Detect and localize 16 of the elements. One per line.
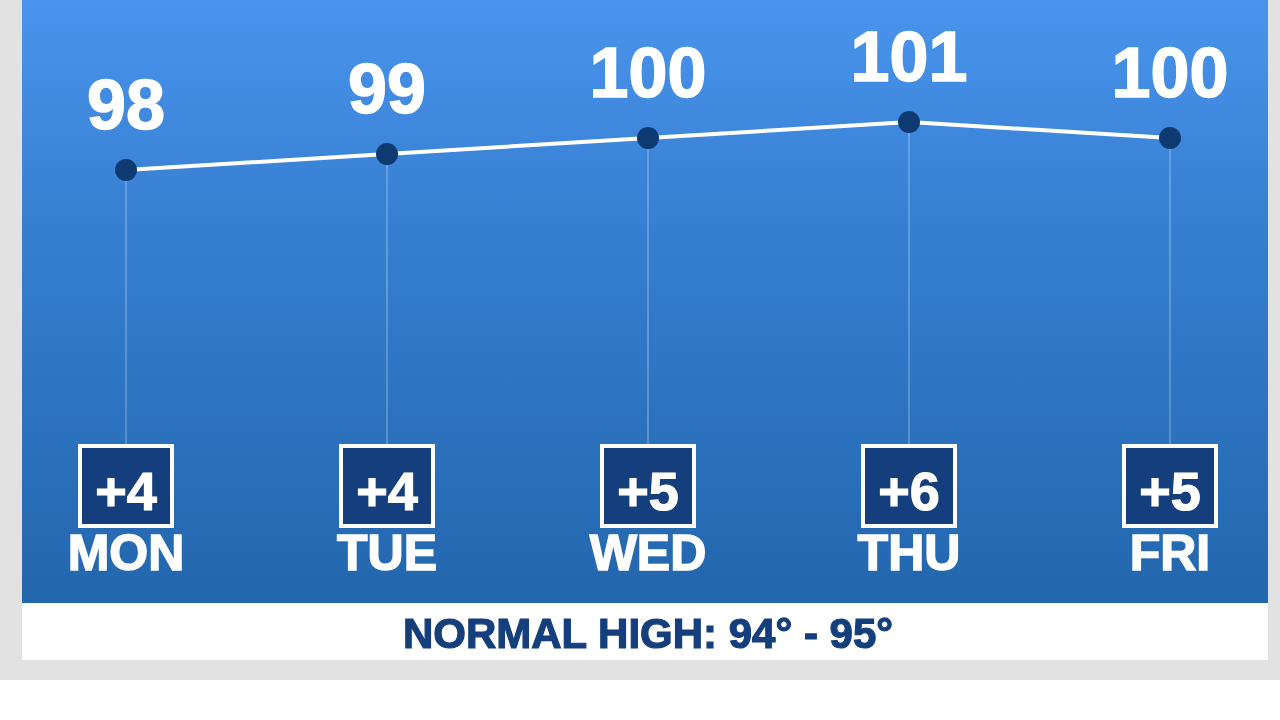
data-label: 101 <box>850 18 968 96</box>
text: +4 <box>95 461 157 521</box>
x-tick-label: MON <box>67 525 185 581</box>
text: +4 <box>356 461 418 521</box>
text: +6 <box>878 461 940 521</box>
x-tick-label: FRI <box>1129 525 1211 581</box>
x-tick-label: WED <box>589 525 707 581</box>
data-label: 98 <box>87 66 165 144</box>
data-label: 100 <box>1111 34 1229 112</box>
x-tick-label: THU <box>857 525 961 581</box>
text: +5 <box>1139 461 1201 521</box>
data-label: 99 <box>348 50 426 128</box>
text: +5 <box>617 461 679 521</box>
x-tick-label: TUE <box>337 525 437 581</box>
data-label: 100 <box>589 34 707 112</box>
text: NORMAL HIGH: 94° - 95° <box>402 610 894 657</box>
